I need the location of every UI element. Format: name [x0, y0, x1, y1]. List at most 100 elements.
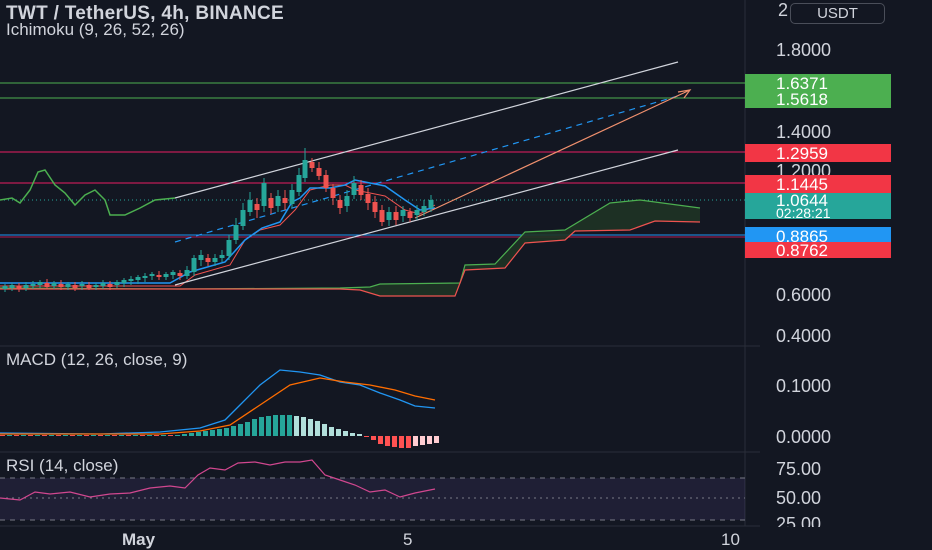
macd-histogram-bar [112, 435, 117, 436]
macd-axis[interactable]: 0.1000 0.0000 [776, 376, 831, 447]
macd-histogram-bar [154, 435, 159, 436]
candle-body [37, 282, 43, 285]
candle-body [177, 273, 183, 276]
candle-body [358, 185, 364, 195]
candle-body [365, 194, 371, 203]
ichimoku-legend[interactable]: Ichimoku (9, 26, 52, 26) [6, 20, 185, 39]
candle-body [393, 212, 399, 220]
rsi-band [0, 478, 745, 520]
macd-histogram-bar [308, 419, 313, 436]
macd-histogram-bar [322, 424, 327, 436]
macd-histogram-bar [147, 435, 152, 436]
candle-body [65, 284, 71, 287]
macd-histogram-bar [399, 436, 404, 448]
candle-body [212, 258, 218, 262]
macd-histogram-bar [42, 435, 47, 436]
time-axis[interactable]: May 5 10 [122, 530, 740, 549]
price-label-bg-1-2959 [745, 144, 891, 162]
macd-histogram-bar [182, 434, 187, 436]
channel-upper-line[interactable] [174, 61, 679, 199]
macd-histogram-bar [70, 435, 75, 436]
macd-histogram-bar [63, 435, 68, 436]
bar-countdown: 02:28:21 [776, 205, 831, 221]
macd-histogram-bar [133, 435, 138, 436]
macd-tick: 0.0000 [776, 427, 831, 447]
macd-histogram-bar [0, 435, 5, 436]
candle-body [414, 210, 420, 215]
macd-histogram-bar [119, 435, 124, 436]
candle-body [275, 196, 281, 206]
candle-body [372, 202, 378, 212]
candle-body [16, 286, 22, 289]
candle-body [219, 255, 225, 258]
candle-body [386, 212, 392, 220]
candle-body [289, 190, 295, 204]
macd-histogram-bar [21, 435, 26, 436]
candle-body [51, 283, 57, 286]
lagging-span [0, 169, 176, 216]
candle-body [121, 280, 127, 283]
macd-histogram-bar [238, 424, 243, 436]
macd-histogram-bar [210, 430, 215, 436]
price-tick: 0.4000 [776, 326, 831, 346]
candle-body [400, 210, 406, 216]
macd-histogram-bar [273, 415, 278, 436]
candle-body [114, 282, 120, 285]
price-axis-top-digit: 2 [778, 0, 788, 20]
projection-arrow-line[interactable] [414, 89, 691, 219]
candle-body [226, 240, 232, 256]
rsi-legend[interactable]: RSI (14, close) [6, 456, 119, 475]
projection-arrowhead [677, 89, 692, 99]
candle-body [296, 175, 302, 192]
leading-span-b [0, 220, 701, 297]
candle-body [100, 283, 106, 286]
macd-histogram-bar [56, 435, 61, 436]
macd-histogram-bar [189, 433, 194, 436]
price-axis[interactable]: 2 1.8000 1.4000 1.2000 0.6000 0.4000 [776, 0, 831, 346]
candle-body [337, 200, 343, 208]
candle-body [135, 277, 141, 280]
channel-lower-line[interactable] [174, 149, 679, 286]
macd-histogram-bar [77, 435, 82, 436]
candle-body [86, 285, 92, 288]
candle-body [142, 276, 148, 278]
macd-histogram-bar [420, 436, 425, 445]
candle-body [379, 210, 385, 222]
symbol-title[interactable]: TWT / TetherUS, 4h, BINANCE [6, 3, 284, 24]
rsi-tick: 50.00 [776, 488, 821, 508]
time-label-5: 5 [403, 530, 412, 549]
leading-span-a [0, 199, 701, 290]
time-axis-bg [0, 527, 932, 550]
macd-histogram-bar [301, 417, 306, 436]
horizontal-levels [0, 82, 745, 238]
price-label-1-1445: 1.1445 [776, 175, 828, 194]
macd-histogram-bar [434, 436, 439, 443]
candle-body [309, 162, 315, 168]
macd-histogram-bar [245, 422, 250, 436]
last-price-label-bg [745, 193, 891, 219]
macd-histogram-bar [294, 416, 299, 436]
macd-histogram-bar [224, 428, 229, 436]
currency-selector[interactable]: USDT [790, 3, 885, 24]
price-label-bg-1-5618 [745, 90, 891, 108]
price-labels: 1.6371 1.5618 1.2959 1.1445 1.0644 02:28… [745, 74, 891, 260]
candle-body [261, 183, 267, 206]
price-label-0-8865: 0.8865 [776, 227, 828, 246]
rsi-axis[interactable]: 75.00 50.00 25.00 [776, 459, 821, 534]
candle-body [128, 279, 134, 281]
macd-legend[interactable]: MACD (12, 26, close, 9) [6, 350, 188, 369]
macd-histogram-bar [280, 415, 285, 436]
candle-body [254, 204, 260, 210]
price-label-1-5618: 1.5618 [776, 90, 828, 109]
macd-histogram-bar [49, 435, 54, 436]
macd-histogram-bar [378, 436, 383, 444]
price-label-bg-1-6371 [745, 74, 891, 92]
candle-body [93, 285, 99, 287]
macd-histogram-bar [84, 435, 89, 436]
price-label-bg-1-1445 [745, 175, 891, 193]
candle-body [79, 284, 85, 286]
candle-body [247, 200, 253, 212]
macd-histogram-bar [392, 436, 397, 447]
